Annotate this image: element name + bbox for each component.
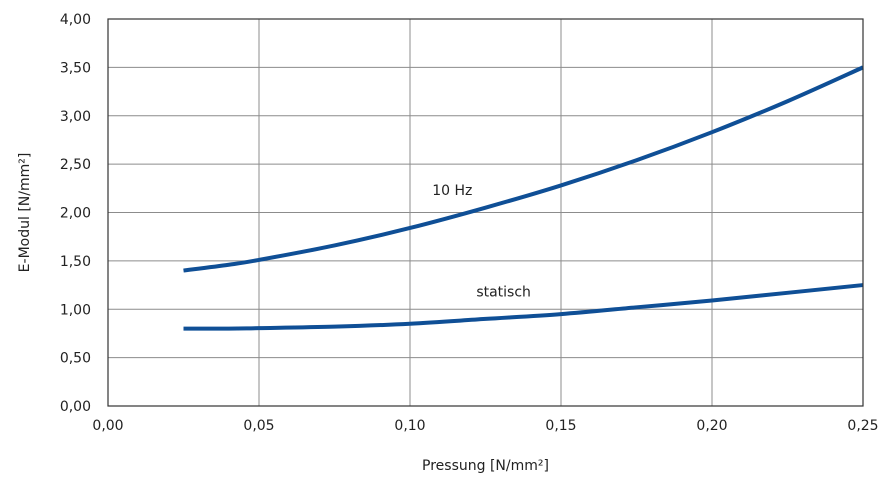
x-tick-label: 0,10: [394, 418, 425, 434]
series-lines: [183, 65, 864, 331]
y-tick-label: 3,00: [60, 109, 91, 125]
x-tick-label: 0,00: [92, 418, 123, 434]
series-annotation: statisch: [476, 285, 531, 301]
series-annotation: 10 Hz: [432, 183, 472, 199]
y-tick-label: 0,50: [60, 351, 91, 367]
x-tick-label: 0,05: [243, 418, 274, 434]
y-tick-label: 2,50: [60, 157, 91, 173]
y-axis-label: E-Modul [N/mm²]: [17, 153, 33, 273]
y-tick-label: 1,00: [60, 302, 91, 318]
x-axis-label: Pressung [N/mm²]: [422, 458, 549, 474]
y-tick-label: 1,50: [60, 254, 91, 270]
y-tick-label: 3,50: [60, 60, 91, 76]
y-tick-label: 0,00: [60, 399, 91, 415]
x-tick-label: 0,15: [545, 418, 576, 434]
x-tick-label: 0,25: [847, 418, 878, 434]
x-tick-label: 0,20: [696, 418, 727, 434]
gridlines: [108, 19, 863, 406]
y-tick-label: 2,00: [60, 206, 91, 222]
plot-frame: [107, 18, 864, 407]
series-line: [183, 65, 864, 273]
y-tick-label: 4,00: [60, 12, 91, 28]
annotations: 10 Hz statisch: [432, 183, 531, 301]
y-tick-labels: 0,00 0,50 1,00 1,50 2,00 2,50 3,00 3,50 4,00: [60, 12, 91, 415]
x-tick-labels: 0,00 0,05 0,10 0,15 0,20 0,25: [92, 418, 878, 434]
series-line: [183, 283, 864, 331]
